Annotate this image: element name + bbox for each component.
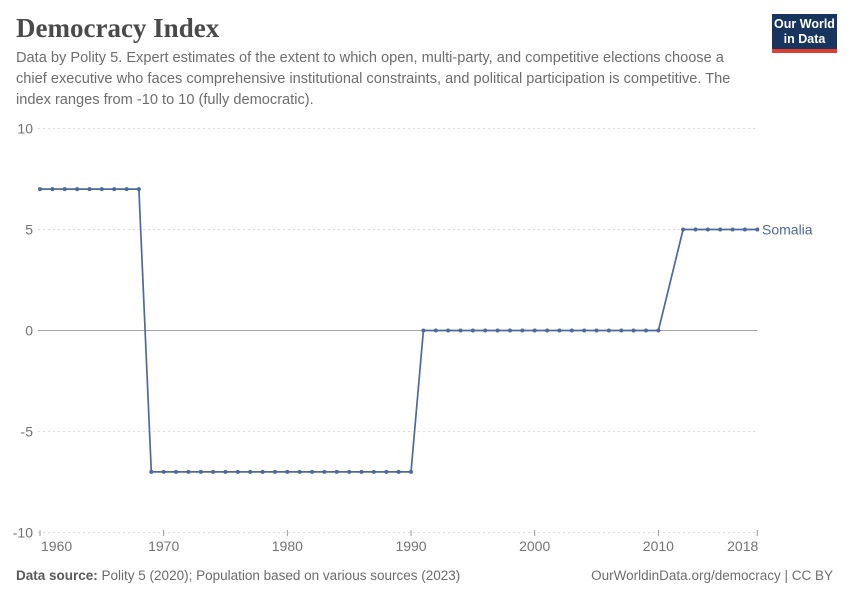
data-point-1973[interactable] [198, 469, 203, 474]
data-point-1987[interactable] [371, 469, 376, 474]
data-point-1985[interactable] [347, 469, 352, 474]
entity-label-somalia[interactable]: Somalia [762, 222, 813, 238]
data-point-1999[interactable] [520, 328, 525, 333]
data-point-1989[interactable] [396, 469, 401, 474]
data-point-1994[interactable] [458, 328, 463, 333]
data-point-2013[interactable] [693, 227, 698, 232]
data-point-1967[interactable] [124, 187, 129, 192]
data-point-1969[interactable] [149, 469, 154, 474]
logo-line-1: Our World [774, 17, 835, 31]
chart-footer: Data source: Polity 5 (2020); Population… [16, 568, 833, 583]
x-tick-label-2010: 2010 [643, 538, 674, 554]
data-point-1974[interactable] [211, 469, 216, 474]
y-tick-label-10: 10 [17, 121, 33, 137]
data-point-1966[interactable] [112, 187, 117, 192]
chart-subtitle: Data by Polity 5. Expert estimates of th… [16, 48, 766, 111]
data-point-1964[interactable] [87, 187, 92, 192]
subtitle-line: Data by Polity 5. Expert estimates of th… [16, 50, 724, 66]
data-source-text: Polity 5 (2020); Population based on var… [97, 568, 461, 583]
data-point-2005[interactable] [594, 328, 599, 333]
series-line-somalia[interactable] [40, 188, 758, 473]
x-tick-label-1960: 1960 [41, 538, 72, 554]
data-point-1982[interactable] [310, 469, 315, 474]
page-title: Democracy Index [16, 13, 220, 43]
data-point-1988[interactable] [384, 469, 389, 474]
data-point-2002[interactable] [557, 328, 562, 333]
data-point-2006[interactable] [606, 328, 611, 333]
data-point-1970[interactable] [161, 469, 166, 474]
data-point-2016[interactable] [730, 227, 735, 232]
y-tick-label--10: -10 [13, 525, 33, 541]
data-point-2004[interactable] [582, 328, 587, 333]
subtitle-line: index ranges from -10 to 10 (fully democ… [16, 92, 314, 108]
data-point-1998[interactable] [508, 328, 512, 333]
data-point-1995[interactable] [470, 328, 475, 333]
owid-logo[interactable]: Our World in Data [772, 14, 837, 53]
logo-accent-bar [772, 49, 837, 53]
y-tick-label-0: 0 [25, 323, 33, 339]
data-point-1975[interactable] [223, 469, 228, 474]
data-point-1984[interactable] [334, 469, 339, 474]
x-tick-label-2000: 2000 [519, 538, 550, 554]
data-point-2009[interactable] [644, 328, 648, 333]
data-point-1961[interactable] [50, 187, 55, 192]
data-point-1979[interactable] [273, 469, 277, 474]
data-point-1980[interactable] [285, 469, 290, 474]
data-point-1993[interactable] [446, 328, 451, 333]
data-point-2010[interactable] [656, 328, 661, 333]
data-point-2018[interactable] [755, 227, 760, 232]
data-point-1978[interactable] [260, 469, 265, 474]
logo-line-2: in Data [783, 32, 826, 46]
data-point-1992[interactable] [433, 328, 438, 333]
data-source-label: Data source: [16, 568, 98, 583]
data-point-1962[interactable] [62, 187, 67, 192]
data-point-1963[interactable] [75, 187, 80, 192]
data-point-1986[interactable] [359, 469, 364, 474]
owid-url-license[interactable]: OurWorldinData.org/democracy | CC BY [591, 568, 833, 583]
data-point-1971[interactable] [174, 469, 178, 474]
data-point-1983[interactable] [322, 469, 327, 474]
data-point-2008[interactable] [631, 328, 636, 333]
x-tick-label-1970: 1970 [148, 538, 179, 554]
y-tick-label--5: -5 [21, 424, 34, 440]
data-point-1991[interactable] [421, 328, 426, 333]
data-point-1976[interactable] [235, 469, 240, 474]
data-point-2007[interactable] [619, 328, 624, 333]
data-point-1977[interactable] [248, 469, 253, 474]
data-point-2015[interactable] [718, 227, 723, 232]
data-source-note: Data source: Polity 5 (2020); Population… [16, 568, 460, 583]
data-point-1968[interactable] [136, 187, 141, 192]
x-tick-label-2018: 2018 [727, 538, 758, 554]
data-point-2017[interactable] [742, 227, 747, 232]
data-point-2000[interactable] [532, 328, 537, 333]
data-point-2014[interactable] [705, 227, 710, 232]
data-point-2001[interactable] [545, 328, 550, 333]
data-point-1981[interactable] [297, 469, 302, 474]
y-tick-label-5: 5 [25, 222, 33, 238]
x-tick-label-1990: 1990 [395, 538, 426, 554]
subtitle-line: chief executive who faces comprehensive … [16, 71, 731, 87]
data-point-1997[interactable] [495, 328, 500, 333]
data-point-1990[interactable] [409, 469, 413, 474]
data-point-1960[interactable] [38, 187, 42, 192]
data-point-2003[interactable] [569, 328, 574, 333]
data-point-2012[interactable] [681, 227, 686, 232]
x-tick-label-1980: 1980 [272, 538, 303, 554]
data-point-1996[interactable] [483, 328, 488, 333]
data-point-1972[interactable] [186, 469, 191, 474]
data-point-1965[interactable] [99, 187, 104, 192]
